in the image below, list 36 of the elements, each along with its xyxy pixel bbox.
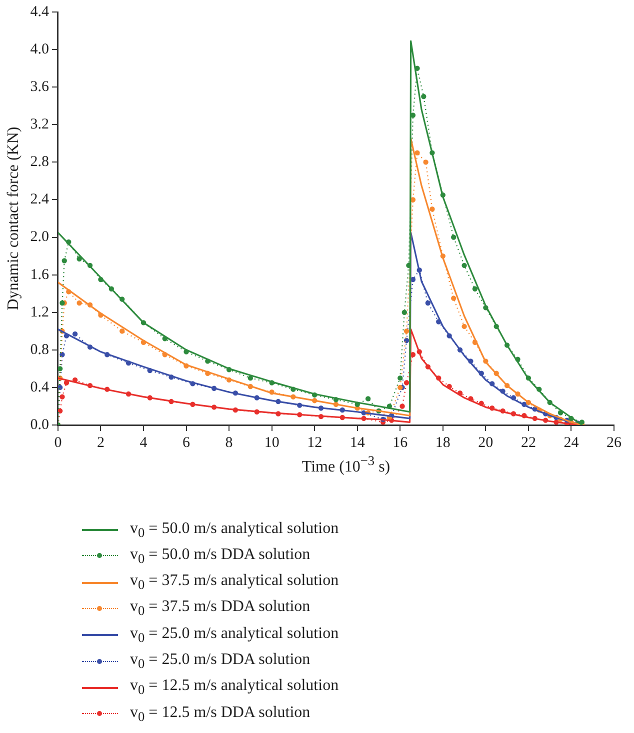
legend-label: v$_{0}$ = 37.5 m/s analytical solution	[130, 572, 339, 594]
y-tick-label: 0.4	[30, 379, 50, 396]
x-tick-label: 24	[564, 434, 580, 451]
y-tick-label: 3.6	[30, 79, 50, 96]
y-tick-label: 4.4	[30, 4, 50, 20]
y-tick-label: 0.8	[30, 342, 49, 358]
x-tick-label: 18	[435, 434, 450, 451]
y-tick-label: 0.0	[30, 416, 49, 433]
legend-label: v$_{0}$ = 50.0 m/s analytical solution	[130, 520, 339, 541]
x-tick-label: 6	[182, 434, 191, 451]
x-tick-label: 0	[54, 434, 62, 451]
x-tick-label: 26	[606, 434, 622, 451]
x-tick-label: 8	[225, 434, 233, 451]
legend-label: v$_{0}$ = 25.0 m/s analytical solution	[130, 624, 339, 646]
legend-label: v$_{0}$ = 25.0 m/s DDA solution	[130, 651, 310, 672]
x-tick-label: 4	[140, 434, 148, 451]
x-tick-label: 22	[520, 434, 536, 451]
y-tick-label: 4.0	[30, 41, 49, 58]
y-tick-label: 2.4	[30, 192, 50, 208]
y-tick-label: 2.8	[30, 154, 49, 170]
x-tick-label: 12	[307, 434, 322, 451]
x-tick-label: 20	[478, 434, 494, 451]
y-axis-title: Dynamic contact force (KN)	[4, 126, 22, 310]
y-tick-label: 1.6	[30, 266, 50, 283]
legend-label: v$_{0}$ = 12.5 m/s analytical solution	[130, 677, 339, 699]
x-axis-title: Time (10$^{−3}$ s)	[300, 453, 392, 476]
legend-label: v$_{0}$ = 37.5 m/s DDA solution	[130, 598, 310, 620]
x-tick-label: 16	[392, 434, 408, 451]
legend-label: v$_{0}$ = 12.5 m/s DDA solution	[130, 704, 310, 725]
y-tick-label: 3.2	[30, 116, 49, 133]
x-tick-label: 2	[96, 434, 104, 451]
x-tick-label: 10	[264, 434, 280, 451]
y-tick-label: 1.2	[30, 304, 49, 320]
legend-label: v$_{0}$ = 50.0 m/s DDA solution	[130, 546, 310, 568]
y-tick-label: 2.0	[30, 229, 49, 246]
x-tick-label: 14	[350, 434, 366, 451]
